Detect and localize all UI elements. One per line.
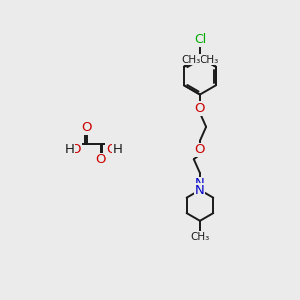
Text: O: O: [71, 143, 81, 157]
Text: CH₃: CH₃: [190, 232, 210, 242]
Text: CH₃: CH₃: [182, 55, 201, 65]
Text: N: N: [195, 177, 205, 190]
Text: O: O: [106, 143, 117, 157]
Text: H: H: [112, 143, 122, 157]
Text: CH₃: CH₃: [199, 55, 218, 65]
Text: O: O: [82, 121, 92, 134]
Text: H: H: [65, 143, 75, 157]
Text: O: O: [195, 102, 205, 115]
Text: Cl: Cl: [194, 33, 206, 46]
Text: O: O: [95, 154, 106, 166]
Text: N: N: [195, 184, 205, 196]
Text: O: O: [195, 143, 205, 157]
